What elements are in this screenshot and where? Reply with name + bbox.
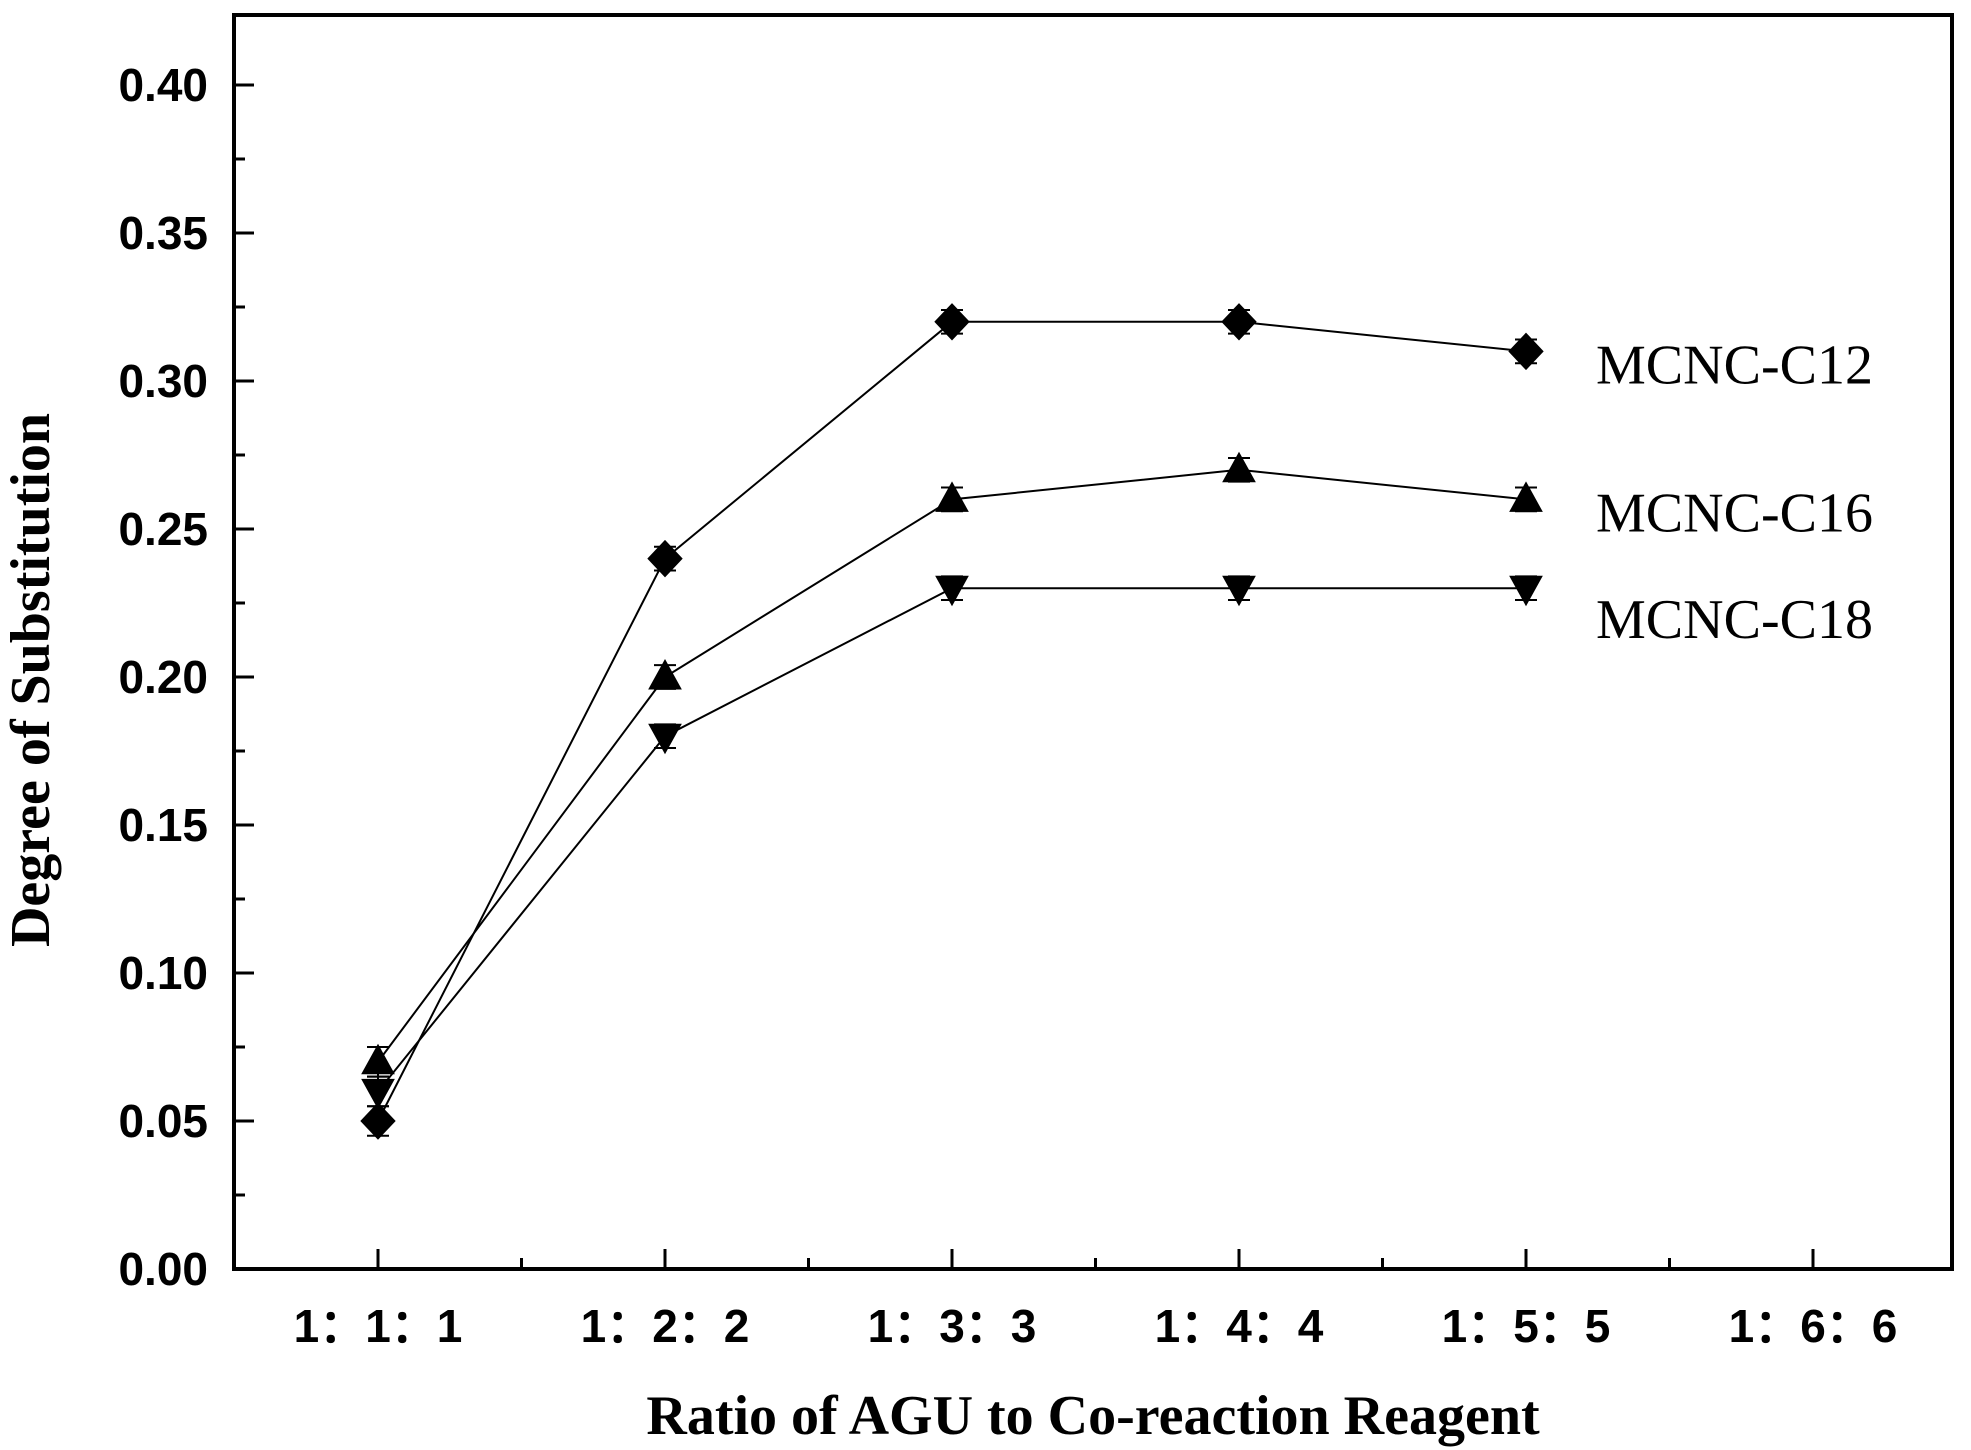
data-point [1508,332,1544,371]
series-label-mcnc-c18: MCNC-C18 [1596,589,1873,651]
x-tick-label: 1：4：4 [1155,1300,1324,1352]
y-tick-label: 0.25 [118,503,208,555]
data-point [1222,451,1256,483]
data-point [1222,575,1256,607]
x-tick-labels: 1：1：1 1：2：2 1：3：3 1：4：4 1：5：5 1：6：6 [294,1300,1898,1352]
y-tick-label: 0.20 [118,651,208,703]
series-labels: MCNC-C12 MCNC-C16 MCNC-C18 [1596,334,1873,651]
series-label-mcnc-c12: MCNC-C12 [1596,334,1873,396]
series-line [377,320,1527,1122]
y-tick-label: 0.00 [118,1243,208,1295]
data-point [935,575,969,607]
y-tick-label: 0.05 [118,1095,208,1147]
y-tick-marks [234,83,254,1271]
x-tick-label: 1：1：1 [294,1300,463,1352]
data-point [361,1078,395,1110]
x-tick-label: 1：2：2 [581,1300,750,1352]
x-tick-label: 1：5：5 [1442,1300,1611,1352]
data-point [361,1043,395,1075]
y-axis-title: Degree of Substitution [0,413,62,947]
data-point [648,723,682,755]
data-point [648,658,682,690]
x-tick-marks [376,1249,1815,1269]
series-layer [360,303,1544,1140]
data-point [935,481,969,512]
x-tick-label: 1：3：3 [868,1300,1037,1352]
data-point [360,1102,396,1140]
series-mcnc-c16 [361,451,1543,1078]
data-point [934,303,970,341]
y-tick-labels: 0.00 0.05 0.10 0.15 0.20 0.25 0.30 0.35 0.40 [118,59,208,1295]
y-tick-label: 0.30 [118,355,208,407]
y-tick-label: 0.10 [118,947,208,999]
data-point [1221,303,1257,341]
series-mcnc-c18 [361,575,1543,1110]
plot-frame [232,13,1954,1271]
series-label-mcnc-c16: MCNC-C16 [1596,482,1873,544]
x-tick-label: 1：6：6 [1729,1300,1898,1352]
data-point [1509,575,1543,607]
y-tick-label: 0.15 [118,799,208,851]
y-tick-label: 0.40 [118,59,208,111]
x-axis-title: Ratio of AGU to Co-reaction Reagent [646,1385,1540,1447]
series-line [377,468,1527,1063]
data-point [647,539,683,578]
data-point [1509,481,1543,512]
series-line [377,587,1526,1093]
series-mcnc-c12 [360,303,1544,1140]
y-tick-label: 0.35 [118,207,208,259]
